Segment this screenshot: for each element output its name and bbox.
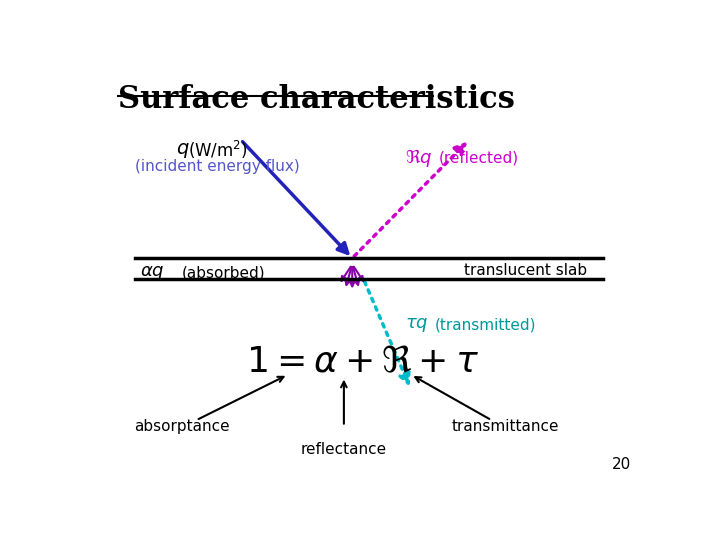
Text: translucent slab: translucent slab xyxy=(464,263,587,278)
Text: (W/m$^2$): (W/m$^2$) xyxy=(188,139,248,161)
Text: (incident energy flux): (incident energy flux) xyxy=(135,159,300,174)
Text: Surface characteristics: Surface characteristics xyxy=(118,84,515,114)
Text: (transmitted): (transmitted) xyxy=(435,317,536,332)
Text: $1 = \alpha + \Re + \tau$: $1 = \alpha + \Re + \tau$ xyxy=(246,345,480,379)
Text: 20: 20 xyxy=(612,457,631,472)
Text: (absorbed): (absorbed) xyxy=(182,265,266,280)
Text: $\tau q$: $\tau q$ xyxy=(405,316,429,334)
Text: $\alpha q$: $\alpha q$ xyxy=(140,264,165,282)
Text: transmittance: transmittance xyxy=(452,419,559,434)
Text: $q$: $q$ xyxy=(176,140,190,159)
Text: $\Re q$: $\Re q$ xyxy=(405,147,433,170)
Text: (reflected): (reflected) xyxy=(438,151,519,166)
Text: reflectance: reflectance xyxy=(301,442,387,457)
Text: absorptance: absorptance xyxy=(134,419,230,434)
